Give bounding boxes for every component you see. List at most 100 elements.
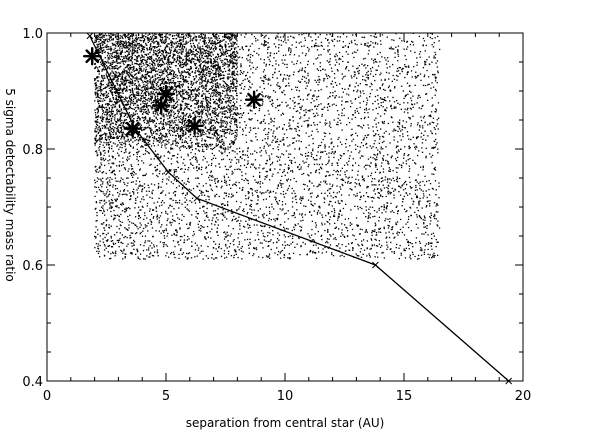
scatter-point — [425, 206, 427, 208]
scatter-point — [367, 70, 369, 73]
scatter-point — [316, 112, 318, 114]
scatter-point — [158, 100, 160, 102]
scatter-point — [341, 115, 343, 117]
scatter-point — [315, 45, 317, 47]
scatter-point — [97, 99, 99, 101]
scatter-point — [267, 46, 269, 49]
scatter-point — [357, 145, 359, 148]
scatter-point — [208, 198, 210, 201]
scatter-point — [398, 257, 400, 260]
scatter-point — [330, 195, 332, 197]
scatter-point — [257, 195, 259, 197]
scatter-point — [369, 68, 372, 70]
scatter-point — [165, 82, 167, 84]
scatter-point — [159, 215, 162, 217]
scatter-point — [386, 244, 388, 246]
scatter-point — [384, 89, 386, 91]
scatter-point — [348, 85, 351, 87]
scatter-point — [143, 199, 145, 201]
scatter-point — [357, 174, 359, 176]
scatter-point — [192, 164, 194, 166]
scatter-point — [242, 187, 244, 189]
scatter-point — [217, 105, 219, 107]
scatter-point — [399, 67, 401, 69]
scatter-point — [95, 165, 97, 168]
scatter-point — [233, 183, 235, 185]
scatter-point — [411, 251, 414, 253]
scatter-point — [373, 210, 376, 212]
scatter-point — [378, 243, 381, 245]
scatter-point — [395, 222, 397, 224]
scatter-point — [152, 236, 154, 238]
scatter-point — [145, 190, 148, 192]
scatter-point — [143, 37, 145, 40]
scatter-point — [141, 160, 143, 162]
scatter-point — [312, 239, 315, 241]
scatter-point — [431, 105, 433, 107]
scatter-point — [145, 173, 147, 175]
scatter-point — [369, 73, 372, 75]
scatter-point — [156, 251, 158, 253]
scatter-point — [426, 205, 428, 207]
scatter-point — [100, 158, 102, 161]
scatter-point — [348, 176, 350, 178]
scatter-point — [386, 236, 388, 238]
scatter-point — [156, 201, 159, 203]
scatter-point — [412, 136, 414, 138]
scatter-point — [347, 46, 349, 49]
scatter-point — [368, 49, 370, 52]
scatter-point — [197, 87, 199, 90]
scatter-point — [338, 40, 341, 42]
scatter-point — [220, 213, 222, 215]
scatter-point — [393, 180, 395, 182]
scatter-point — [188, 167, 190, 169]
scatter-point — [375, 164, 377, 166]
scatter-point — [329, 192, 331, 194]
scatter-point — [161, 191, 163, 193]
scatter-point — [95, 88, 97, 91]
scatter-point — [354, 43, 356, 45]
scatter-point — [265, 65, 267, 67]
scatter-point — [275, 199, 277, 201]
scatter-point — [238, 159, 240, 161]
scatter-point — [94, 195, 96, 198]
scatter-point — [351, 77, 353, 79]
scatter-point — [289, 153, 292, 155]
scatter-point — [126, 236, 128, 239]
scatter-point — [221, 159, 223, 161]
scatter-point — [357, 84, 359, 87]
scatter-point — [232, 194, 234, 196]
scatter-point — [124, 149, 127, 151]
scatter-point — [380, 188, 382, 190]
scatter-point — [312, 138, 314, 140]
scatter-point — [346, 230, 349, 232]
scatter-point — [277, 214, 279, 216]
scatter-point — [329, 58, 331, 60]
scatter-point — [395, 223, 397, 226]
scatter-point — [221, 153, 223, 155]
scatter-point — [103, 222, 105, 224]
scatter-point — [409, 147, 411, 149]
scatter-point — [274, 196, 276, 198]
scatter-point — [172, 142, 174, 144]
scatter-point — [322, 68, 324, 70]
scatter-point — [235, 253, 237, 255]
scatter-point — [354, 39, 356, 41]
scatter-point — [118, 54, 120, 56]
scatter-point — [269, 169, 272, 171]
scatter-point — [296, 89, 298, 91]
scatter-point — [182, 59, 184, 61]
scatter-point — [363, 65, 365, 67]
scatter-point — [182, 98, 184, 100]
scatter-point — [415, 77, 417, 79]
scatter-point — [273, 90, 275, 92]
scatter-point — [338, 191, 340, 193]
scatter-point — [95, 39, 98, 41]
scatter-point — [259, 175, 261, 177]
scatter-point — [336, 123, 338, 126]
scatter-point — [215, 56, 218, 58]
scatter-point — [407, 221, 409, 223]
scatter-point — [405, 247, 407, 249]
scatter-point — [139, 217, 142, 219]
scatter-point — [348, 122, 351, 124]
